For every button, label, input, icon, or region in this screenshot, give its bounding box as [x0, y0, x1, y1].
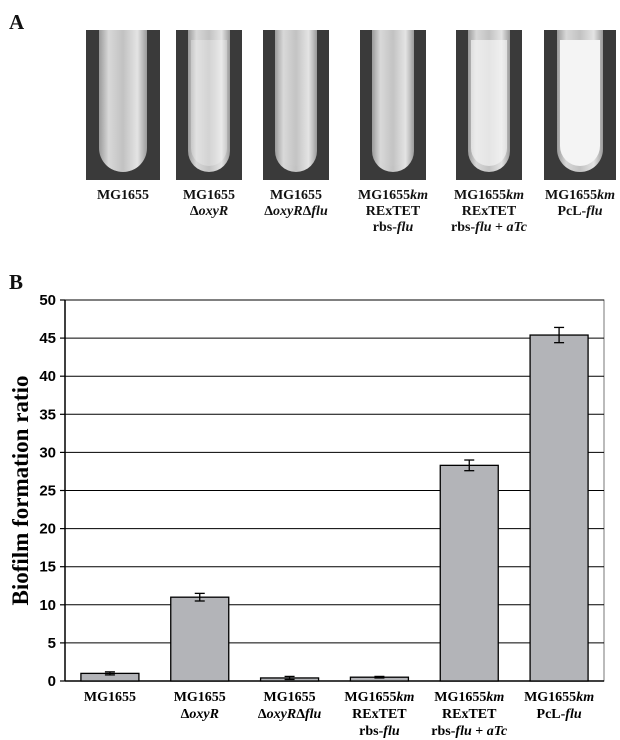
- tube-label-line: ΔoxyRΔflu: [264, 204, 328, 219]
- tube-label-line: RExTET: [365, 204, 421, 219]
- tube-glass: [274, 30, 318, 172]
- x-tick-label: MG1655: [84, 690, 136, 705]
- tube-photo: [544, 30, 616, 180]
- tube-biofilm: [277, 40, 315, 166]
- tube-photo: [456, 30, 522, 180]
- biofilm-bar-chart: 0 5 10 15 20 25 30 35 40 45 50 Biofilm formation ra…: [8, 292, 605, 739]
- tube-label-line: MG1655km: [358, 188, 428, 203]
- tube-biofilm: [374, 40, 412, 166]
- x-tick-label: rbs-flu: [359, 724, 400, 739]
- tube-glass: [187, 30, 231, 172]
- panel-b-letter: B: [9, 270, 24, 294]
- y-tick-label: 50: [39, 292, 56, 309]
- tube-label: MG1655km RExTET rbs-flu + aTc: [439, 188, 539, 236]
- x-tick-label: rbs-flu + aTc: [431, 724, 508, 739]
- y-tick-label: 10: [39, 597, 56, 614]
- tube-biofilm: [470, 40, 508, 166]
- tube-label-line: MG1655: [182, 188, 236, 203]
- tube-glass: [371, 30, 415, 172]
- x-tick-label: MG1655km: [434, 690, 504, 705]
- tube-label-line: MG1655km: [545, 188, 615, 203]
- y-axis-label: Biofilm formation ratio: [8, 376, 33, 606]
- tube-photo: [86, 30, 160, 180]
- tube-label: MG1655 ΔoxyRΔflu: [246, 188, 346, 220]
- y-tick-label: 0: [48, 673, 56, 690]
- tube-label: MG1655: [73, 188, 173, 204]
- tube-label-line: MG1655km: [454, 188, 524, 203]
- tube-label: MG1655km PcL-flu: [530, 188, 620, 220]
- y-tick-label: 20: [39, 521, 56, 538]
- tube-biofilm: [559, 40, 601, 166]
- tube-label-line: MG1655: [96, 188, 150, 203]
- tube-photo: [263, 30, 329, 180]
- tube-label-line: ΔoxyR: [189, 204, 229, 219]
- tube-label: MG1655 ΔoxyR: [159, 188, 259, 220]
- y-tick-label: 15: [39, 559, 56, 576]
- x-tick-label: MG1655km: [344, 690, 414, 705]
- tube-label-line: PcL-flu: [557, 204, 603, 219]
- panel-a-letter: A: [9, 10, 25, 34]
- tube-photo: [176, 30, 242, 180]
- x-tick-label: ΔoxyRΔflu: [258, 707, 322, 722]
- x-tick-label: RExTET: [352, 707, 407, 722]
- y-tick-label: 25: [39, 483, 56, 500]
- tube-label-line: rbs-flu + aTc: [451, 220, 527, 235]
- y-tick-label: 30: [39, 444, 56, 461]
- tube-label-line: MG1655: [269, 188, 323, 203]
- bar: [170, 596, 230, 682]
- x-tick-label: MG1655km: [524, 690, 594, 705]
- x-tick-label: ΔoxyR: [181, 707, 219, 722]
- x-tick-label: RExTET: [442, 707, 497, 722]
- x-tick-label: MG1655: [174, 690, 226, 705]
- tube-label-line: RExTET: [461, 204, 517, 219]
- x-tick-label: PcL-flu: [537, 707, 582, 722]
- tube-photo: [360, 30, 426, 180]
- tube-biofilm: [190, 40, 228, 166]
- tube-label-line: rbs-flu: [372, 220, 414, 235]
- bar: [439, 464, 499, 682]
- y-tick-label: 40: [39, 368, 56, 385]
- y-tick-label: 5: [48, 635, 56, 652]
- y-tick-label: 35: [39, 406, 56, 423]
- bar: [529, 334, 589, 682]
- tube-label: MG1655km RExTET rbs-flu: [343, 188, 443, 236]
- tube-glass: [99, 30, 147, 172]
- x-tick-label: MG1655: [264, 690, 316, 705]
- y-tick-label: 45: [39, 330, 56, 347]
